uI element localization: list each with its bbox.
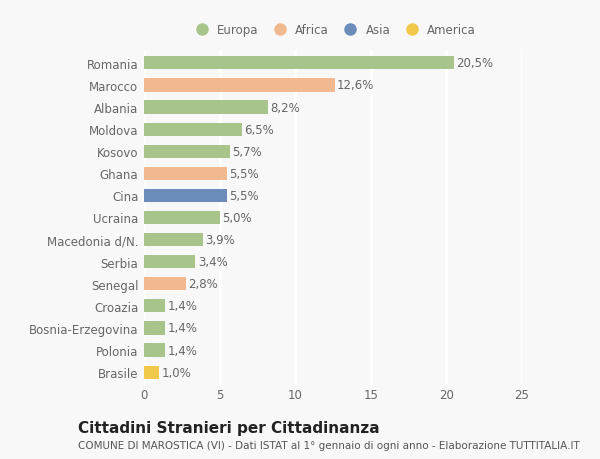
Text: 1,4%: 1,4% xyxy=(167,322,197,335)
Text: 2,8%: 2,8% xyxy=(188,278,218,291)
Text: 1,0%: 1,0% xyxy=(161,366,191,379)
Bar xyxy=(144,322,165,335)
Bar xyxy=(144,234,203,246)
Legend: Europa, Africa, Asia, America: Europa, Africa, Asia, America xyxy=(185,20,481,42)
Bar xyxy=(144,344,165,357)
Bar xyxy=(144,57,454,70)
Text: COMUNE DI MAROSTICA (VI) - Dati ISTAT al 1° gennaio di ogni anno - Elaborazione : COMUNE DI MAROSTICA (VI) - Dati ISTAT al… xyxy=(78,440,580,450)
Bar xyxy=(144,123,242,136)
Text: 5,5%: 5,5% xyxy=(229,190,259,202)
Text: 6,5%: 6,5% xyxy=(245,123,274,136)
Bar xyxy=(144,79,335,92)
Bar xyxy=(144,278,187,291)
Text: 5,0%: 5,0% xyxy=(222,212,251,224)
Text: 5,7%: 5,7% xyxy=(232,146,262,158)
Bar xyxy=(144,146,230,158)
Text: 5,5%: 5,5% xyxy=(229,168,259,180)
Text: 12,6%: 12,6% xyxy=(337,79,374,92)
Text: 1,4%: 1,4% xyxy=(167,300,197,313)
Bar xyxy=(144,300,165,313)
Text: 3,4%: 3,4% xyxy=(197,256,227,269)
Text: 20,5%: 20,5% xyxy=(456,57,493,70)
Text: Cittadini Stranieri per Cittadinanza: Cittadini Stranieri per Cittadinanza xyxy=(78,420,380,435)
Bar xyxy=(144,190,227,202)
Bar xyxy=(144,212,220,224)
Text: 3,9%: 3,9% xyxy=(205,234,235,246)
Bar xyxy=(144,366,159,379)
Text: 1,4%: 1,4% xyxy=(167,344,197,357)
Text: 8,2%: 8,2% xyxy=(270,101,300,114)
Bar xyxy=(144,101,268,114)
Bar xyxy=(144,168,227,180)
Bar xyxy=(144,256,196,269)
